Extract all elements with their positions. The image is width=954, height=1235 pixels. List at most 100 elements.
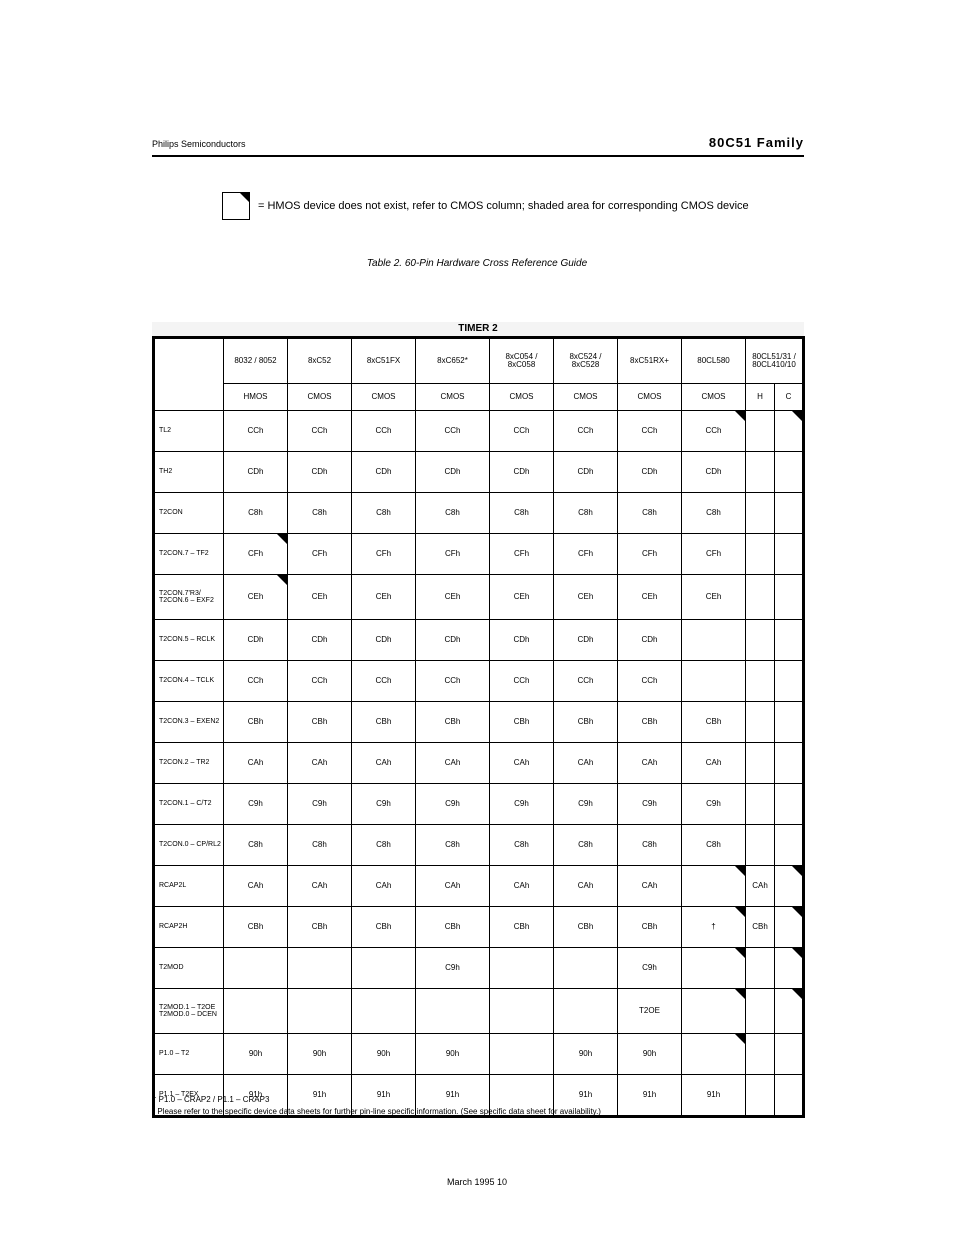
chip-header: 8xC51FX (352, 338, 416, 384)
table-cell: CEh (224, 575, 288, 620)
table-cell: CBh (618, 702, 682, 743)
row-label: T2CON.2 – TR2 (154, 743, 224, 784)
table-cell: C8h (416, 493, 490, 534)
table-cell: CAh (618, 743, 682, 784)
table-cell: C8h (288, 493, 352, 534)
table-cell (682, 620, 746, 661)
table-cell: CAh (746, 866, 775, 907)
table-cell: CBh (682, 702, 746, 743)
table-cell (746, 948, 775, 989)
table-cell: CDh (618, 620, 682, 661)
table-cell (490, 1034, 554, 1075)
table-cell: C8h (490, 493, 554, 534)
table-cell: CDh (416, 620, 490, 661)
table-cell: CBh (416, 702, 490, 743)
table-cell (746, 989, 775, 1034)
table-cell: CBh (490, 702, 554, 743)
table-cell (682, 1034, 746, 1075)
table-cell (352, 948, 416, 989)
table-cell (352, 989, 416, 1034)
table-cell: CFh (288, 534, 352, 575)
table-cell: C8h (352, 825, 416, 866)
table-cell: CCh (352, 661, 416, 702)
table-cell (775, 452, 804, 493)
table-cell: C8h (224, 825, 288, 866)
blank-corner (154, 338, 224, 411)
sub-header: C (775, 384, 804, 411)
table-cell: CCh (554, 411, 618, 452)
table-cell (775, 702, 804, 743)
row-label: T2CON (154, 493, 224, 534)
table-cell: CBh (224, 702, 288, 743)
table-cell: C8h (618, 493, 682, 534)
sub-header: CMOS (618, 384, 682, 411)
table-cell: CDh (490, 620, 554, 661)
table-cell: C9h (416, 784, 490, 825)
table-cell: CFh (352, 534, 416, 575)
table-cell: C9h (490, 784, 554, 825)
legend-icon (222, 192, 250, 220)
table-cell: CCh (224, 661, 288, 702)
table-cell: CAh (352, 743, 416, 784)
table-cell: CFh (682, 534, 746, 575)
table-cell: CAh (554, 866, 618, 907)
chip-header: 8xC054 / 8xC058 (490, 338, 554, 384)
table-cell: CDh (352, 452, 416, 493)
chip-header: 8032 / 8052 (224, 338, 288, 384)
chip-header: 80CL580 (682, 338, 746, 384)
table-cell: CBh (288, 907, 352, 948)
row-label: T2CON.5 – RCLK (154, 620, 224, 661)
table-cell (746, 743, 775, 784)
sub-header: HMOS (224, 384, 288, 411)
table-cell: CEh (554, 575, 618, 620)
table-cell (775, 743, 804, 784)
chip-header: 80CL51/31 / 80CL410/10 (746, 338, 804, 384)
table-cell: 90h (554, 1034, 618, 1075)
table-cell: CCh (618, 411, 682, 452)
table-cell (554, 948, 618, 989)
table-cell: CDh (416, 452, 490, 493)
table-cell (746, 493, 775, 534)
table-cell: C8h (554, 493, 618, 534)
section-title: TIMER 2 (152, 322, 804, 336)
table-cell: CCh (416, 411, 490, 452)
table-cell: C8h (490, 825, 554, 866)
table-cell: CAh (490, 866, 554, 907)
header-right: 80C51 Family (709, 135, 804, 150)
table-cell: CBh (416, 907, 490, 948)
table-cell: CFh (224, 534, 288, 575)
table-cell (775, 866, 804, 907)
table-cell: C8h (352, 493, 416, 534)
table-cell (288, 948, 352, 989)
table-cell: CDh (352, 620, 416, 661)
table-cell: CFh (416, 534, 490, 575)
table-cell: CDh (490, 452, 554, 493)
table-cell: CEh (682, 575, 746, 620)
table-cell: C9h (416, 948, 490, 989)
table-cell (775, 620, 804, 661)
table-cell: C9h (682, 784, 746, 825)
table-cell (490, 948, 554, 989)
table-cell (416, 989, 490, 1034)
page-number: March 1995 10 (0, 1177, 954, 1187)
table-cell: CFh (554, 534, 618, 575)
table-cell: C9h (618, 784, 682, 825)
table-cell: CBh (554, 907, 618, 948)
table-cell: CEh (416, 575, 490, 620)
table-cell: CBh (746, 907, 775, 948)
table-cell: CAh (416, 866, 490, 907)
sub-header: H (746, 384, 775, 411)
table-cell: † (682, 907, 746, 948)
table-cell: CDh (288, 452, 352, 493)
row-label: T2CON.1 – C/T2 (154, 784, 224, 825)
table-cell (775, 948, 804, 989)
table-cell (288, 989, 352, 1034)
table-cell: CCh (490, 411, 554, 452)
table-cell: 90h (352, 1034, 416, 1075)
table-cell: CEh (288, 575, 352, 620)
table-cell (490, 989, 554, 1034)
header-left: Philips Semiconductors (152, 139, 246, 149)
sub-header: CMOS (682, 384, 746, 411)
table-cell: CDh (682, 452, 746, 493)
table-cell: CCh (288, 411, 352, 452)
